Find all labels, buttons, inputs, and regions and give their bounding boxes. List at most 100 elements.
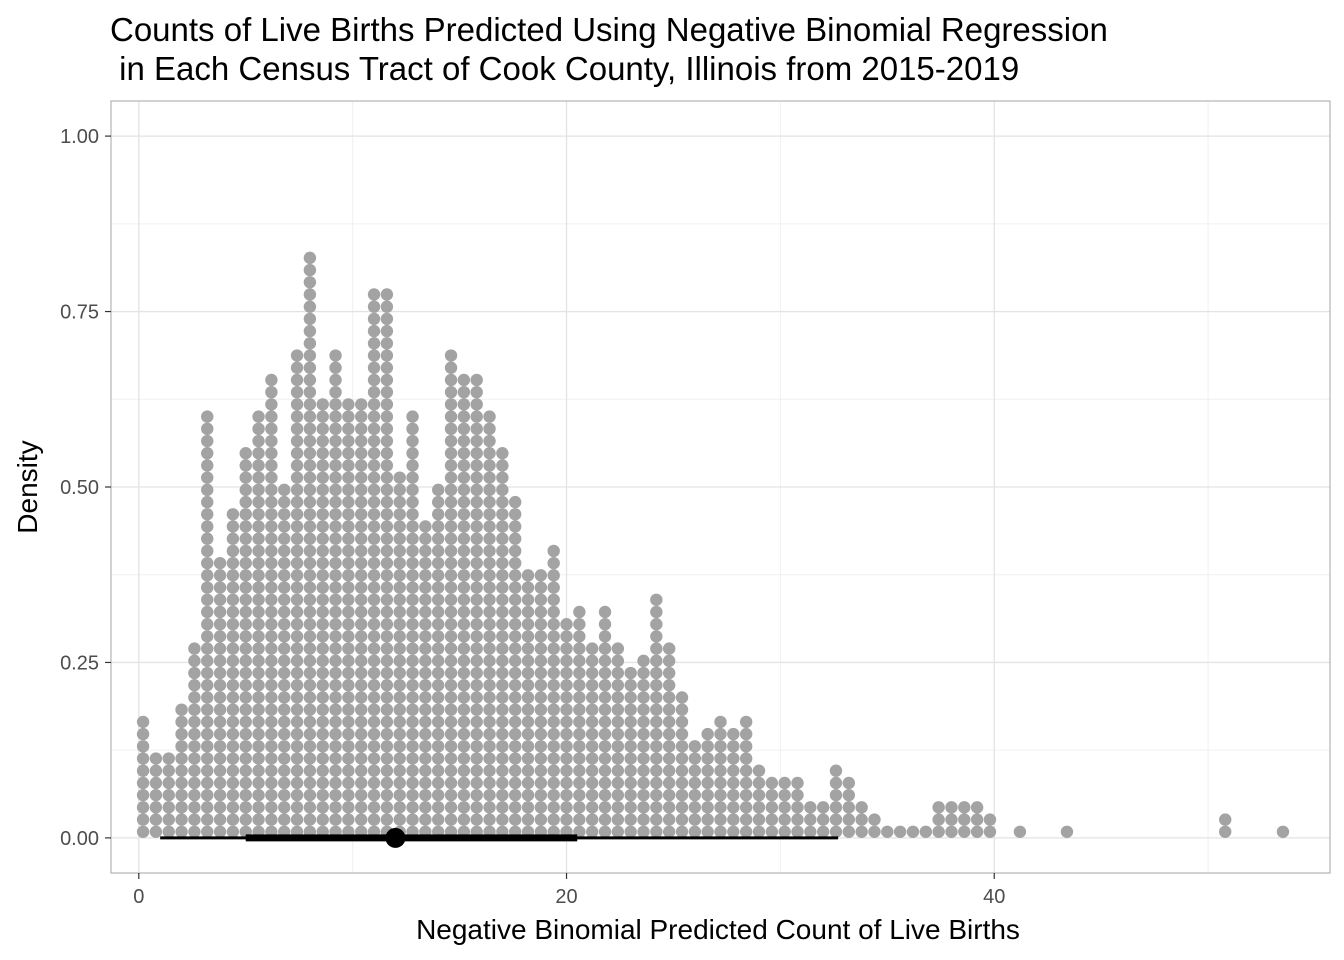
dot (226, 593, 240, 606)
dot (329, 801, 342, 814)
dot (201, 471, 214, 484)
dot (496, 666, 509, 680)
dot (406, 508, 419, 521)
dot (201, 703, 214, 716)
dot (265, 385, 278, 399)
dot (303, 495, 317, 509)
dot (367, 508, 381, 521)
dot (483, 422, 496, 436)
dot (303, 422, 317, 436)
dot (662, 715, 676, 729)
dot (457, 764, 471, 777)
dot (380, 385, 394, 399)
dot (714, 825, 727, 838)
dot (316, 801, 329, 814)
dot (162, 764, 175, 777)
dot (714, 776, 727, 790)
dot (470, 544, 483, 558)
dot (213, 813, 227, 826)
dot (278, 752, 291, 765)
dot (226, 654, 240, 668)
dot (149, 825, 163, 838)
dot (329, 459, 342, 472)
dot (585, 813, 599, 826)
dot (714, 727, 727, 741)
dot (303, 618, 317, 631)
dot (367, 373, 381, 387)
dot (406, 776, 419, 790)
dot (752, 813, 766, 826)
dot (791, 801, 804, 814)
dot (367, 556, 381, 570)
dot (201, 581, 214, 594)
dot (278, 679, 291, 692)
dot (444, 434, 458, 448)
dot (265, 373, 278, 387)
dot (303, 776, 317, 790)
dot (226, 825, 240, 838)
dot (432, 495, 445, 509)
dot (355, 666, 368, 680)
dot (932, 825, 945, 838)
dot (239, 447, 252, 460)
dot (239, 556, 252, 570)
dot (662, 825, 676, 838)
dot (419, 654, 432, 668)
dot (688, 788, 702, 802)
dot (444, 679, 458, 692)
dot (213, 605, 227, 619)
dot (367, 385, 381, 399)
dot (342, 642, 355, 655)
dot (483, 544, 496, 558)
dot (534, 715, 548, 729)
dot (444, 630, 458, 643)
dot (701, 752, 714, 765)
dot (213, 630, 227, 643)
dot (868, 813, 881, 826)
dot (303, 544, 317, 558)
dot (239, 642, 252, 655)
dot (432, 556, 445, 570)
dot (303, 349, 317, 362)
dot (483, 642, 496, 655)
dot (252, 532, 265, 545)
dot (290, 630, 304, 643)
dot (201, 801, 214, 814)
dot (355, 581, 368, 594)
dot (316, 740, 329, 753)
dot (406, 666, 419, 680)
dot (213, 581, 227, 594)
dot (521, 581, 535, 594)
dot (444, 618, 458, 631)
dot (329, 715, 342, 729)
dot (290, 410, 304, 423)
dot (419, 630, 432, 643)
dot (701, 727, 714, 741)
dot (457, 385, 471, 399)
dot (239, 532, 252, 545)
dot (650, 776, 663, 790)
dot (470, 788, 483, 802)
dot (727, 776, 740, 790)
dot (252, 447, 265, 460)
dot (650, 801, 663, 814)
dot (393, 642, 406, 655)
point-estimate (385, 827, 406, 848)
dot (355, 459, 368, 472)
dot (508, 556, 522, 570)
dot (470, 691, 483, 704)
dot (573, 740, 586, 753)
dot (355, 630, 368, 643)
dot (252, 410, 265, 423)
dot (290, 776, 304, 790)
dot (213, 703, 227, 716)
dot (470, 654, 483, 668)
dot (367, 483, 381, 497)
dot (675, 788, 689, 802)
dot (547, 715, 560, 729)
dot (380, 788, 394, 802)
dot (136, 801, 150, 814)
dot (547, 813, 560, 826)
dot (393, 703, 406, 716)
dot (765, 788, 779, 802)
